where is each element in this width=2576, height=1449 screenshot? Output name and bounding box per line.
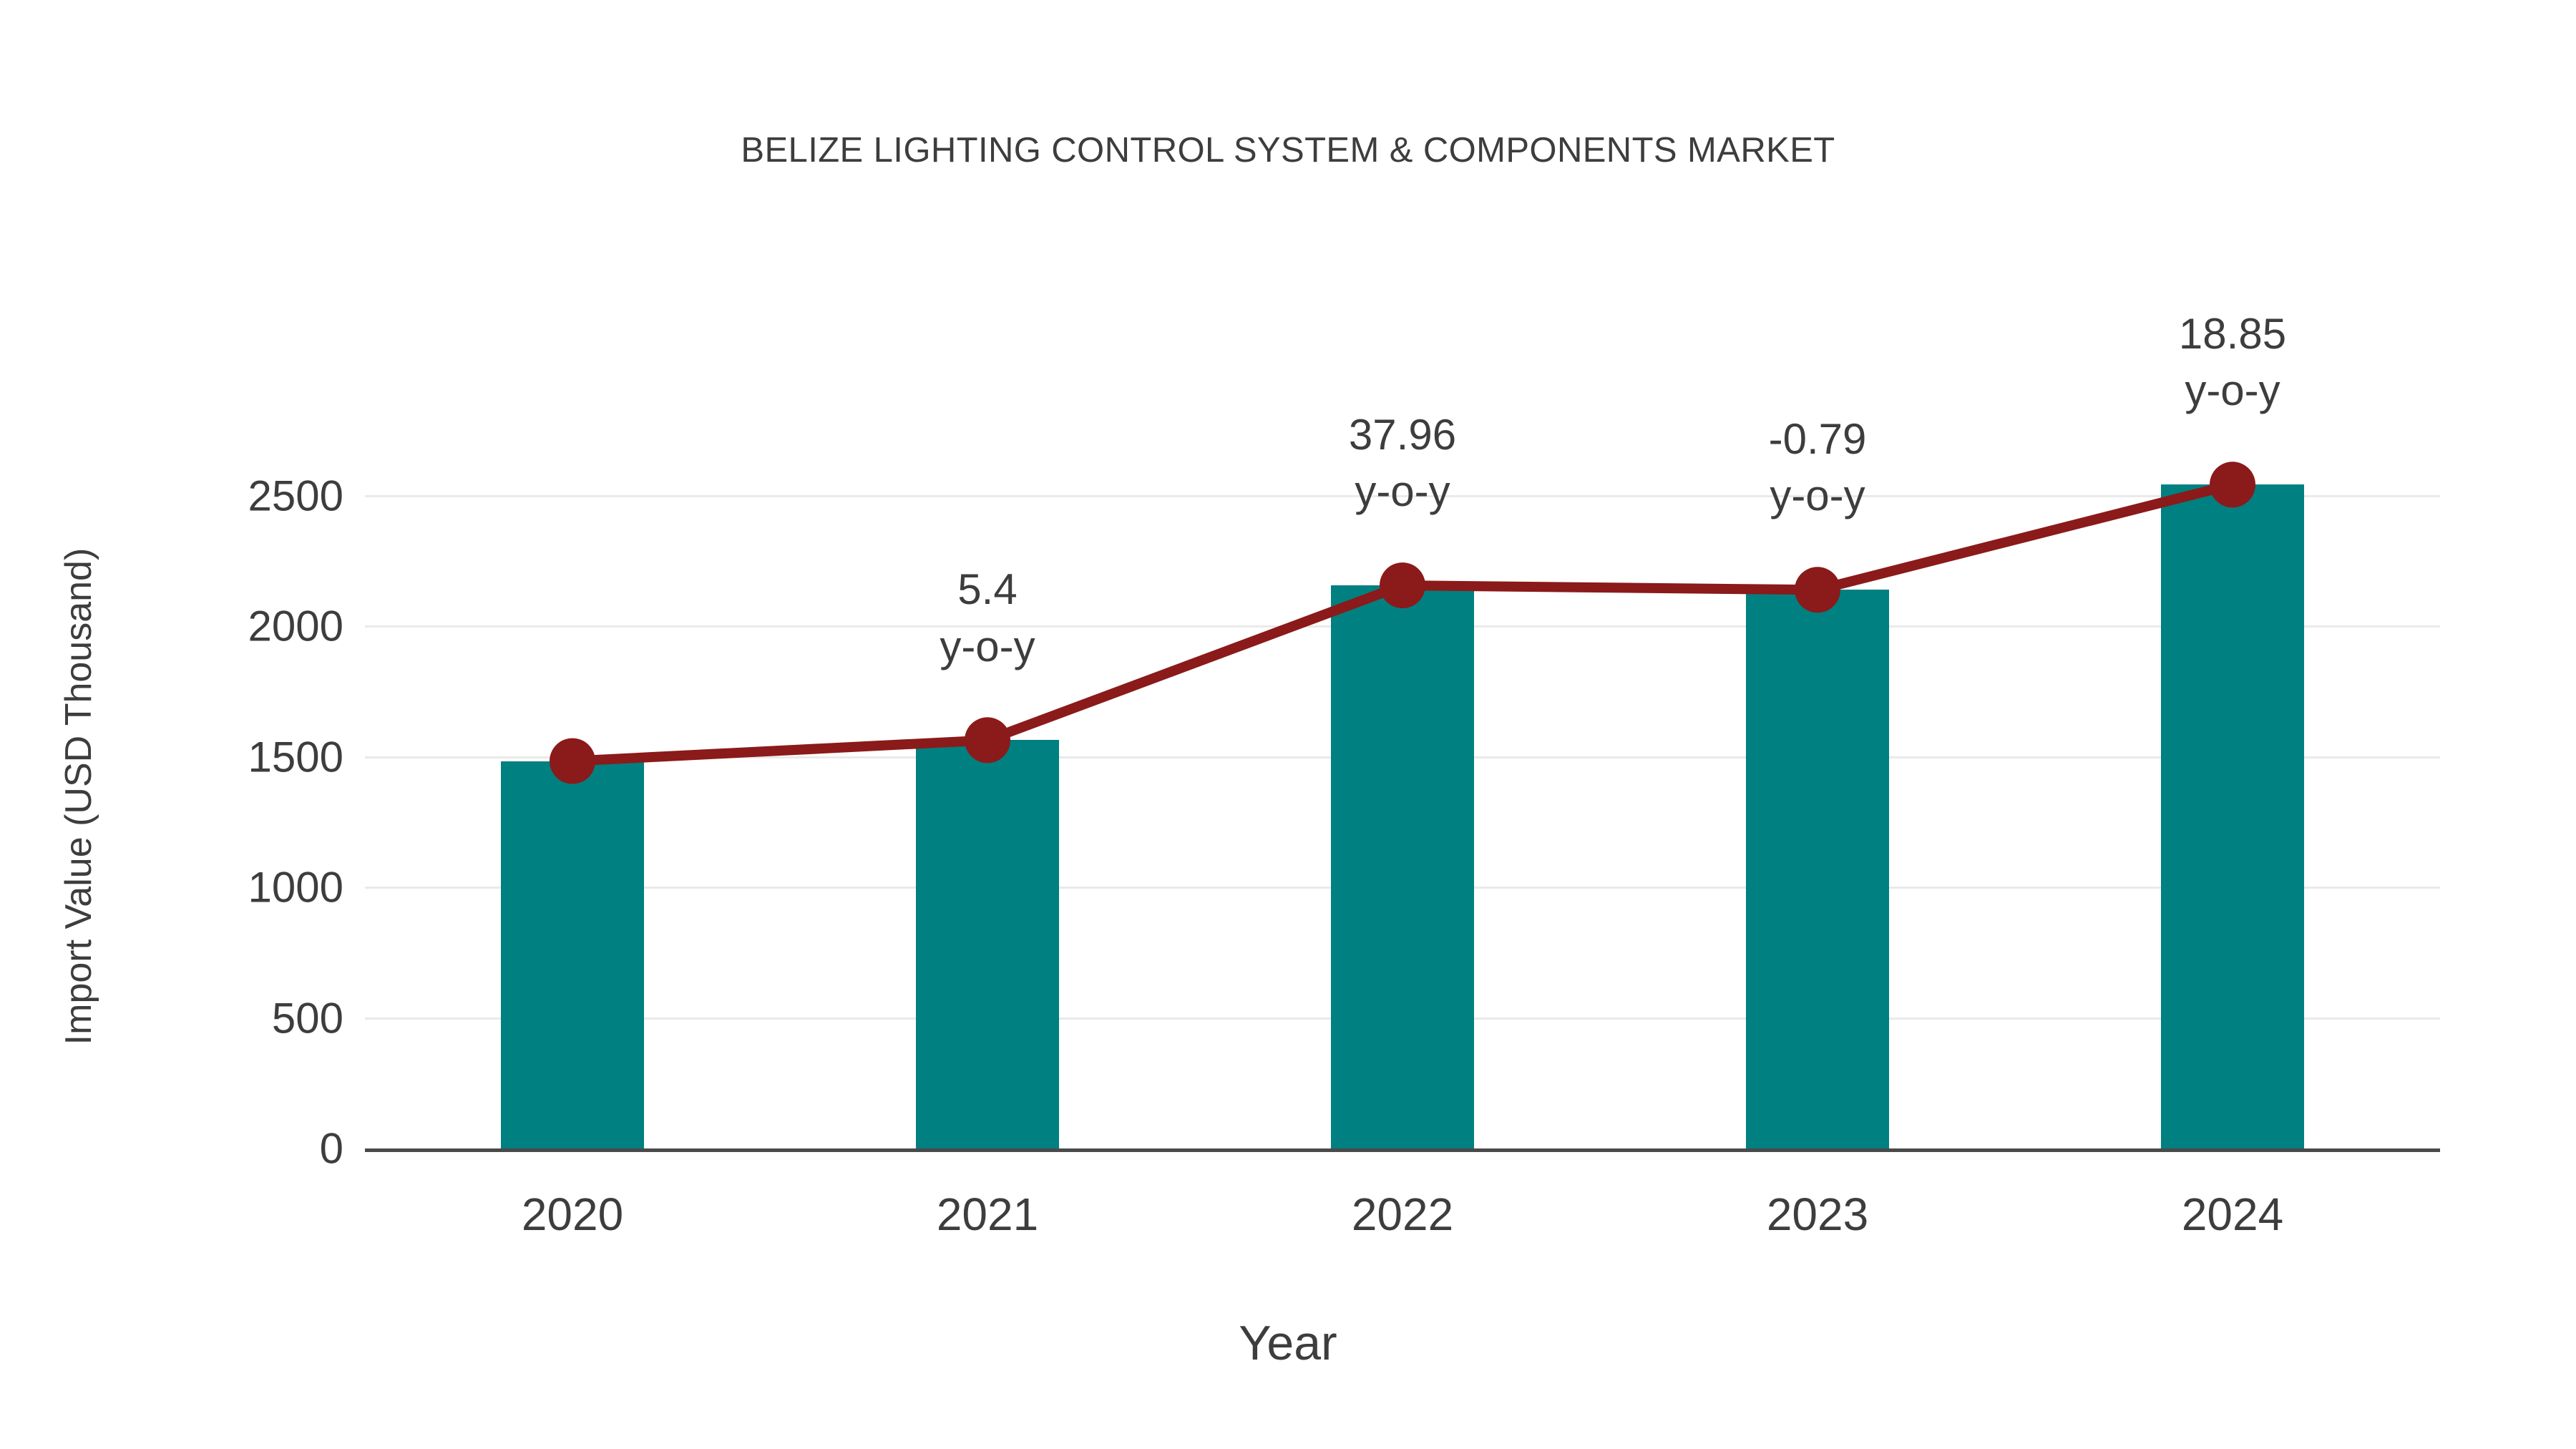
y-axis-title: Import Value (USD Thousand) <box>58 547 99 1045</box>
plot-area <box>365 444 2440 1152</box>
x-axis-title: Year <box>1239 1316 1337 1370</box>
annotation-suffix: y-o-y <box>940 622 1035 670</box>
annotation-2022: 37.96 y-o-y <box>1349 406 1456 519</box>
annotation-2021: 5.4 y-o-y <box>940 561 1035 674</box>
annotation-suffix: y-o-y <box>2185 366 2280 415</box>
annotation-suffix: y-o-y <box>1355 467 1450 516</box>
annotation-value: 5.4 <box>957 565 1018 614</box>
x-tick-label-2020: 2020 <box>521 1189 624 1240</box>
annotation-value: -0.79 <box>1768 415 1867 464</box>
bar-2023 <box>1745 590 1890 1148</box>
y-axis-title-wrapper: Import Value (USD Thousand) <box>43 444 100 1148</box>
chart-title: BELIZE LIGHTING CONTROL SYSTEM & COMPONE… <box>741 131 1835 170</box>
annotation-2023: -0.79 y-o-y <box>1769 411 1867 524</box>
x-tick-label-2023: 2023 <box>1766 1189 1869 1240</box>
y-tick-label: 2000 <box>248 602 343 650</box>
y-tick-label: 500 <box>271 994 343 1043</box>
y-tick-label: 2500 <box>248 472 343 520</box>
y-tick-label: 0 <box>319 1124 343 1173</box>
annotation-value: 37.96 <box>1348 411 1457 459</box>
x-axis-line <box>365 1148 2440 1152</box>
x-tick-label-2024: 2024 <box>2181 1189 2284 1240</box>
bar-2022 <box>1330 585 1475 1148</box>
bar-2021 <box>915 740 1060 1148</box>
y-tick-label: 1500 <box>248 733 343 781</box>
y-tick-label: 1000 <box>248 863 343 912</box>
annotation-value: 18.85 <box>2178 310 2287 358</box>
annotation-suffix: y-o-y <box>1770 472 1865 520</box>
x-tick-label-2022: 2022 <box>1351 1189 1454 1240</box>
bar-2024 <box>2160 484 2305 1148</box>
annotation-2024: 18.85 y-o-y <box>2179 306 2286 419</box>
x-tick-label-2021: 2021 <box>936 1189 1039 1240</box>
bar-2020 <box>500 761 645 1148</box>
